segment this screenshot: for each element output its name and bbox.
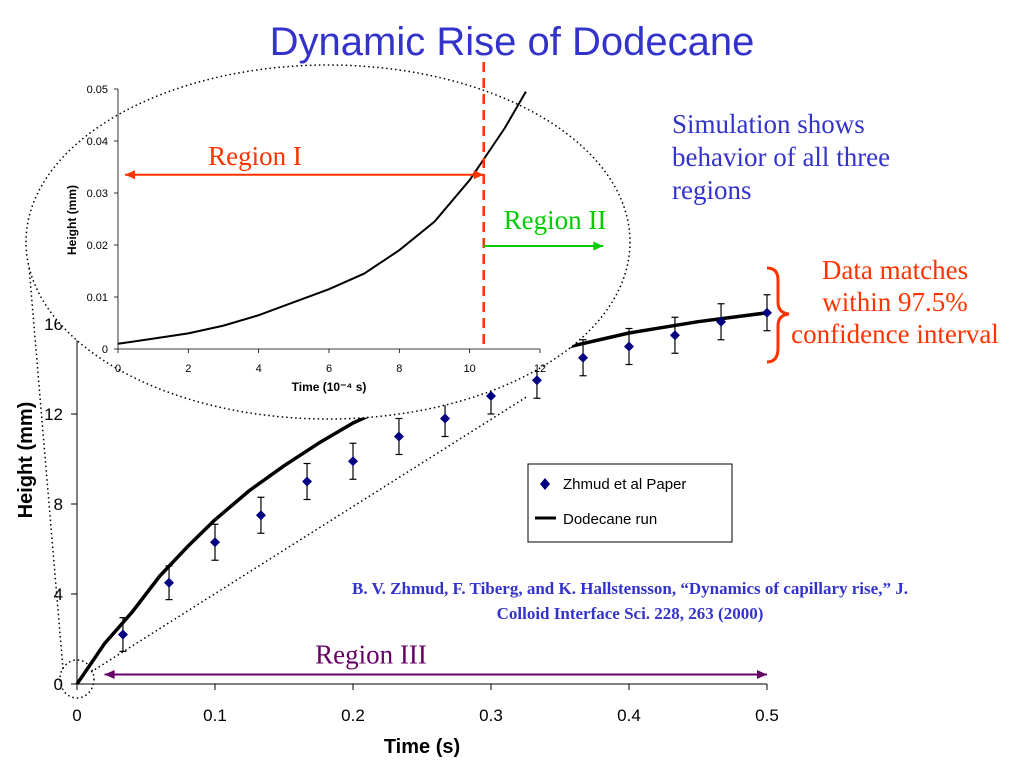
- zhmud-data-point: [486, 391, 496, 401]
- zhmud-data-point: [669, 330, 680, 341]
- region-1-arrow-head: [125, 170, 136, 180]
- zhmud-data-point: [255, 510, 266, 521]
- zhmud-data-point: [716, 316, 727, 327]
- main-y-tick-label: 4: [54, 585, 63, 604]
- inset-y-tick-label: 0.03: [87, 188, 108, 200]
- main-x-axis-label: Time (s): [384, 736, 460, 758]
- main-x-tick-label: 0.3: [479, 706, 503, 725]
- region-2-arrow-head: [593, 241, 604, 251]
- zoom-source-circle: [59, 659, 95, 699]
- inset-x-tick-label: 8: [396, 363, 402, 375]
- legend: Zhmud et al Paper Dodecane run: [527, 463, 733, 543]
- zhmud-data-point: [117, 629, 128, 640]
- zoom-connector-line: [27, 254, 64, 670]
- inset-y-tick-label: 0.05: [87, 84, 108, 96]
- zhmud-data-point: [440, 413, 451, 424]
- zhmud-data-point: [624, 341, 634, 352]
- main-y-axis-label: Height (mm): [15, 402, 37, 519]
- slide-title: Dynamic Rise of Dodecane: [269, 20, 755, 64]
- inset-x-tick-label: 6: [326, 363, 332, 375]
- inset-x-tick-label: 2: [185, 363, 191, 375]
- inset-x-tick-label: 4: [256, 363, 262, 375]
- region-3-arrow-head: [757, 670, 767, 679]
- zhmud-data-point: [302, 476, 313, 487]
- inset-x-tick-label: 10: [464, 363, 476, 375]
- inset-ellipse: [25, 64, 631, 420]
- main-x-tick-label: 0.1: [203, 706, 227, 725]
- zoom-connector-line: [90, 395, 529, 673]
- inset-x-axis-label: Time (10⁻⁴ s): [292, 380, 367, 394]
- inset-x-tick-label: 0: [115, 363, 121, 375]
- zhmud-data-point: [762, 307, 772, 318]
- region-1-arrow-head: [473, 170, 484, 180]
- main-y-tick-label: 8: [54, 495, 63, 514]
- legend-entry-dodecane: Dodecane run: [563, 511, 657, 528]
- inset-y-axis-label: Height (mm): [65, 185, 79, 255]
- zhmud-data-point: [348, 456, 358, 467]
- inset-y-tick-label: 0.04: [87, 136, 108, 148]
- main-y-tick-label: 12: [44, 405, 63, 424]
- region-2-label: Region II: [504, 205, 607, 235]
- main-axes: [76, 294, 767, 685]
- inset-y-tick-label: 0: [102, 344, 108, 356]
- region-3-arrow-head: [104, 670, 115, 679]
- region-3-label: Region III: [315, 640, 427, 670]
- inset-line: [117, 91, 527, 345]
- inset-y-tick-label: 0.01: [87, 292, 108, 304]
- simulation-note: Simulation shows behavior of all three r…: [672, 109, 891, 205]
- legend-box: [527, 463, 733, 543]
- main-points: [117, 294, 772, 652]
- citation-line-1: B. V. Zhmud, F. Tiberg, and K. Hallstens…: [352, 579, 908, 598]
- region-1-label: Region I: [208, 141, 302, 171]
- annotations: Region I Region II Region III: [104, 62, 767, 679]
- inset-ticks: 0 2 4 6 8 10 12 0 0.01 0.02 0.03 0.04 0.05: [87, 84, 547, 375]
- main-x-tick-label: 0: [72, 706, 81, 725]
- data-match-note: Data matches within 97.5% confidence int…: [791, 255, 999, 349]
- citation-line-2: Colloid Interface Sci. 228, 263 (2000): [496, 604, 764, 623]
- zhmud-data-point: [210, 537, 220, 548]
- inset-chart: 0 2 4 6 8 10 12 0 0.01 0.02 0.03 0.04 0.05 Time (10⁻…: [65, 84, 546, 394]
- zhmud-data-point: [164, 577, 175, 588]
- confidence-brace: [766, 266, 790, 364]
- inset-x-tick-label: 12: [534, 363, 546, 375]
- main-x-tick-label: 0.5: [755, 706, 779, 725]
- main-x-tick-label: 0.4: [617, 706, 641, 725]
- inset-x-axis-label-text: Time (10⁻⁴ s): [292, 380, 367, 394]
- legend-entry-zhmud: Zhmud et al Paper: [563, 476, 686, 493]
- legend-marker-zhmud: [540, 478, 550, 490]
- inset-simulation-line: [117, 91, 527, 345]
- zhmud-data-point: [578, 352, 589, 363]
- inset-y-tick-label: 0.02: [87, 240, 108, 252]
- zhmud-data-point: [393, 431, 404, 442]
- main-x-tick-label: 0.2: [341, 706, 365, 725]
- zoom-connector-lines: [27, 254, 529, 699]
- zhmud-data-point: [531, 375, 542, 386]
- citation: B. V. Zhmud, F. Tiberg, and K. Hallstens…: [250, 576, 1010, 626]
- main-y-tick-label: 0: [54, 675, 63, 694]
